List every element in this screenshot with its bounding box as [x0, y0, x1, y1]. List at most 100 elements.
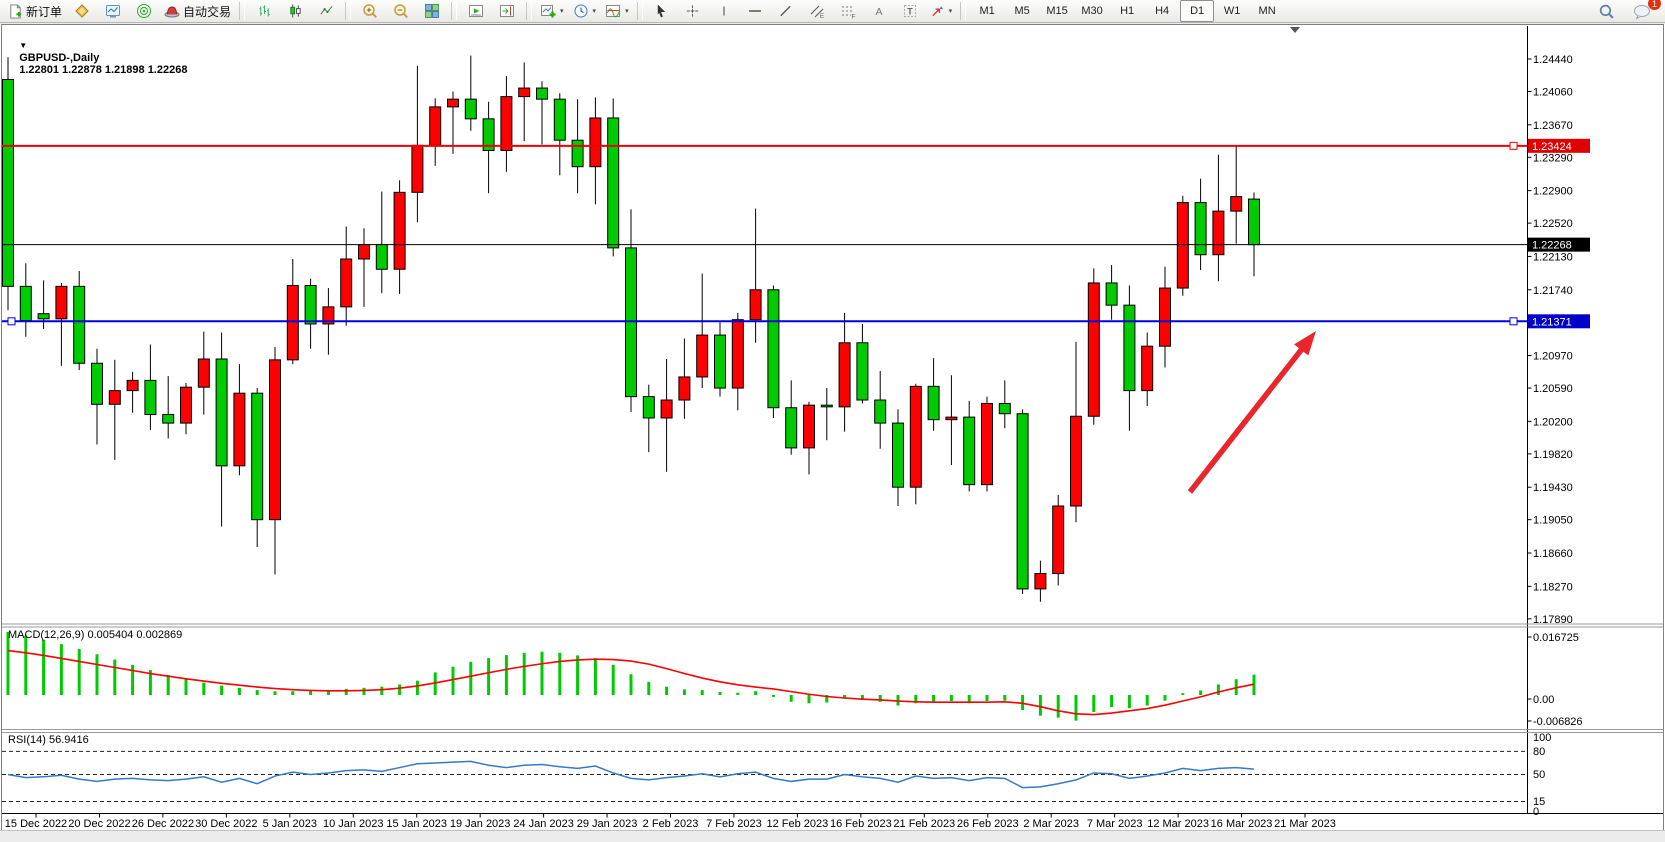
candle [767, 285, 780, 418]
notification-badge: 1 [1648, 0, 1661, 10]
candle-body [358, 243, 370, 260]
trend-arrow-annotation[interactable] [1187, 343, 1308, 494]
candle [553, 93, 566, 176]
time-tick-label: 30 Dec 2022 [195, 818, 257, 830]
rsi-axis-label: 100 [1533, 732, 1551, 744]
new-order-button[interactable]: 新订单 [4, 0, 66, 22]
timeframe-h1-button[interactable]: H1 [1120, 5, 1135, 17]
candle-body [1248, 198, 1260, 246]
candle [286, 258, 299, 365]
timeframe-h4-button[interactable]: H4 [1155, 5, 1170, 17]
candlestick-chart-button[interactable] [280, 0, 310, 22]
tile-windows-button[interactable] [417, 0, 447, 22]
candle [304, 278, 317, 349]
zoom-in-button[interactable] [355, 0, 385, 22]
zoom-out-button[interactable] [386, 0, 416, 22]
timeframe-m15-button[interactable]: M15 [1046, 5, 1068, 17]
market-watch-button[interactable] [67, 0, 97, 22]
candle-body [233, 392, 246, 467]
collapse-triangle-icon[interactable]: ▼ [19, 41, 28, 50]
time-tick-label: 2 Feb 2023 [643, 818, 699, 830]
search-button[interactable] [1591, 0, 1621, 22]
candle [678, 338, 691, 419]
chart-symbol-header[interactable]: ▼ GBPUSD-,Daily 1.22801 1.22878 1.21898 … [7, 28, 187, 88]
trend-arrow-head[interactable] [1294, 331, 1316, 356]
vertical-line-button[interactable] [709, 0, 739, 22]
text-button[interactable]: A [864, 0, 894, 22]
periods-button[interactable]: ▾ [569, 0, 601, 22]
fibonacci-button[interactable]: F [833, 0, 863, 22]
line-chart-button[interactable] [311, 0, 341, 22]
timeframe-w1-button[interactable]: W1 [1223, 5, 1241, 17]
candle [197, 331, 210, 415]
equidistant-channel-button[interactable]: E [802, 0, 832, 22]
candle-body [1016, 413, 1029, 590]
time-tick-label: 19 Jan 2023 [450, 818, 511, 830]
chart-shift-icon [499, 3, 515, 19]
svg-text:F: F [851, 14, 855, 20]
data-window-icon [105, 3, 121, 19]
candle-body [482, 118, 495, 151]
candle [945, 375, 958, 465]
candle-body [411, 144, 424, 193]
candle-body [1141, 345, 1154, 392]
indicators-icon [605, 3, 621, 19]
time-tick-label: 21 Mar 2023 [1274, 818, 1336, 830]
time-tick-label: 24 Jan 2023 [513, 818, 574, 830]
horizontal-line-button[interactable] [740, 0, 770, 22]
arrows-button[interactable]: ▾ [926, 0, 957, 22]
new-chart-button[interactable]: ▾ [536, 0, 568, 22]
price-tick-label: 1.21740 [1533, 285, 1573, 297]
chart-area[interactable]: 1.24440 1.24060 1.23670 1.23290 1.22900 1.225… [0, 24, 1665, 842]
candle-body [393, 191, 406, 270]
timeframe-m5-button[interactable]: M5 [1014, 5, 1030, 17]
candle [1141, 332, 1154, 407]
chart-shift-button[interactable] [492, 0, 522, 22]
rsi-axis-label: 15 [1533, 796, 1545, 808]
data-window-button[interactable] [98, 0, 128, 22]
candle [464, 55, 477, 131]
candle [108, 359, 121, 460]
price-tick-label: 1.24440 [1533, 54, 1573, 66]
timeframe-d1-button[interactable]: D1 [1180, 0, 1215, 22]
macd-indicator-label: MACD(12,26,9) 0.005404 0.002869 [8, 629, 183, 641]
crosshair-button[interactable] [678, 0, 708, 22]
trendline-button[interactable] [771, 0, 801, 22]
indicators-button[interactable]: ▾ [601, 0, 633, 22]
candle [909, 383, 922, 505]
timeframe-m1-button[interactable]: M1 [979, 5, 995, 17]
candle-body [91, 362, 103, 405]
price-axis-badge [1528, 314, 1590, 329]
hline-handle[interactable] [1509, 141, 1518, 150]
rsi-line [7, 760, 1255, 789]
candle [696, 273, 709, 389]
auto-scroll-button[interactable] [461, 0, 491, 22]
candle-body [714, 334, 726, 389]
chart-shift-marker[interactable] [1290, 27, 1300, 33]
hline-handle[interactable] [1509, 317, 1518, 326]
auto-trading-hat-icon [164, 3, 180, 19]
candle [874, 370, 887, 449]
candle [1052, 494, 1065, 586]
rsi-panel: 100 80 50 150 [2, 732, 1551, 818]
candle [1194, 178, 1207, 271]
candle [251, 388, 264, 548]
svg-text:E: E [820, 14, 824, 19]
cursor-button[interactable] [647, 0, 677, 22]
candle [892, 409, 904, 507]
signals-button[interactable] [129, 0, 159, 22]
candle [91, 348, 103, 445]
hline-handle[interactable] [7, 317, 16, 326]
price-tick-label: 1.20200 [1533, 416, 1573, 428]
auto-trading-button[interactable]: 自动交易 [160, 0, 235, 22]
bar-chart-button[interactable] [249, 0, 279, 22]
candle-body [553, 98, 566, 141]
trendline-icon [778, 3, 793, 19]
candle-body [1034, 573, 1047, 590]
notifications-button[interactable]: 1 [1627, 0, 1661, 22]
timeframe-m30-button[interactable]: M30 [1081, 5, 1103, 17]
rsi-axis-label: 50 [1533, 769, 1545, 781]
timeframe-mn-button[interactable]: MN [1258, 5, 1276, 17]
line-chart-icon [319, 3, 334, 19]
text-label-button[interactable]: T [895, 0, 925, 22]
